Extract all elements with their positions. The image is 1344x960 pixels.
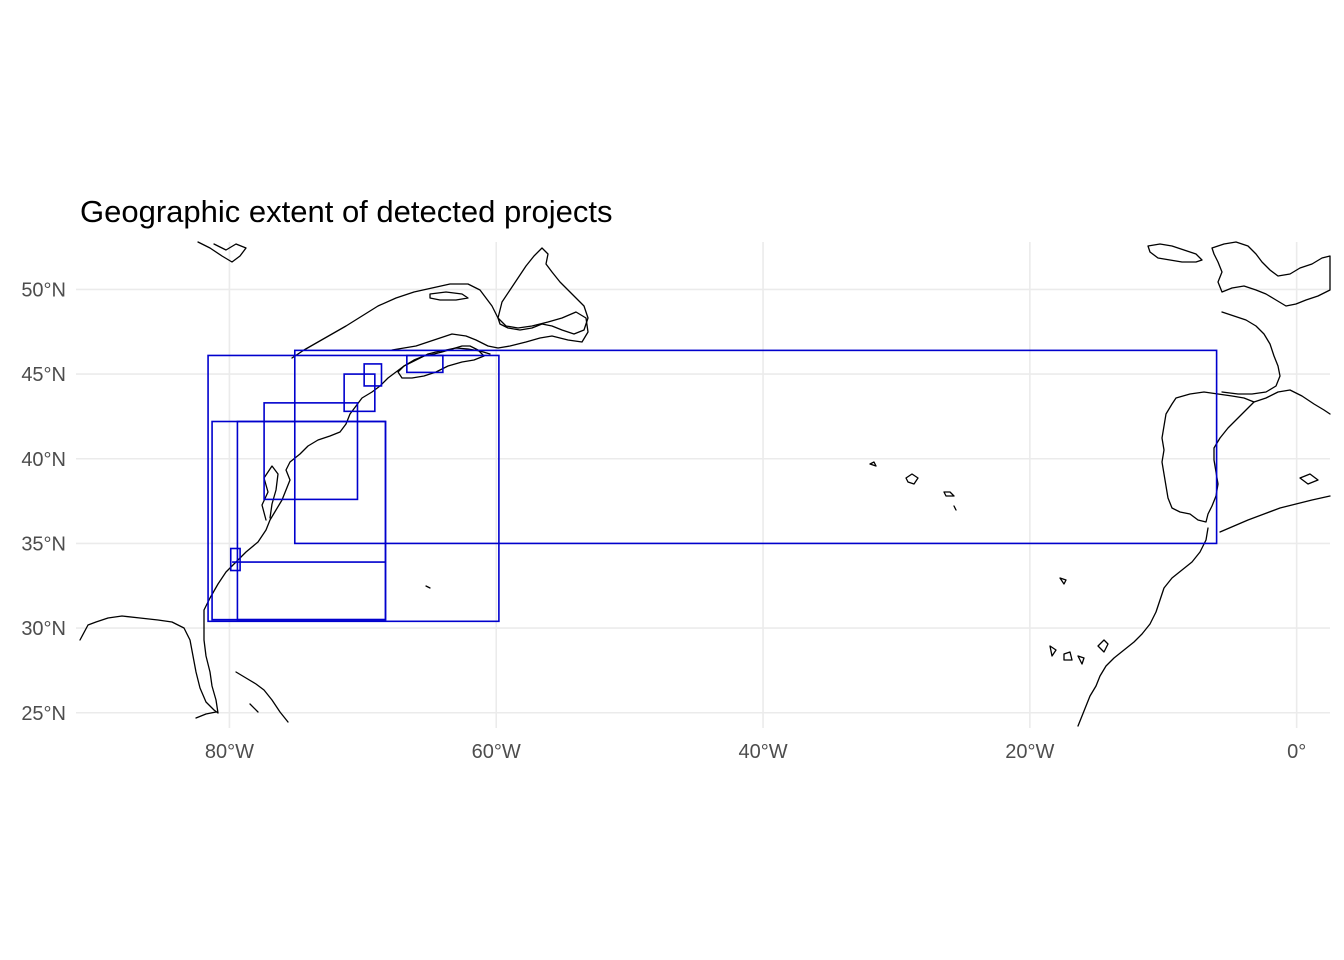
x-tick-label: 20°W xyxy=(1005,741,1054,763)
coastline-caribbean xyxy=(195,671,289,723)
y-tick-label: 45°N xyxy=(21,364,66,386)
coastline-bermuda xyxy=(425,585,431,589)
y-tick-label: 50°N xyxy=(21,279,66,301)
coastline-iberia xyxy=(1161,391,1255,523)
coastline-mediterranean xyxy=(1219,389,1331,533)
plot-title: Geographic extent of detected projects xyxy=(80,194,613,229)
x-tick-label: 60°W xyxy=(472,741,521,763)
x-tick-label: 40°W xyxy=(738,741,787,763)
coastline-british-isles xyxy=(1211,241,1331,307)
project-extent-box xyxy=(229,547,241,572)
y-tick-label: 40°N xyxy=(21,449,66,471)
graticule xyxy=(76,242,1330,728)
coastline-labrador xyxy=(197,241,247,263)
project-extent-box xyxy=(263,402,359,501)
x-tick-label: 0° xyxy=(1287,741,1306,763)
coastline-gulf-st-lawrence xyxy=(291,283,589,359)
coastline-north-america xyxy=(79,347,491,714)
project-extent-box xyxy=(406,354,444,374)
coastline-canary-islands xyxy=(1049,577,1109,665)
coastline-newfoundland xyxy=(497,247,589,335)
project-extent-box xyxy=(207,354,500,623)
x-tick-label: 80°W xyxy=(205,741,254,763)
y-tick-label: 30°N xyxy=(21,618,66,640)
coastline-europe xyxy=(1147,243,1203,263)
y-tick-label: 35°N xyxy=(21,533,66,555)
coastline-anticosti xyxy=(429,291,469,301)
project-extent-box xyxy=(343,373,376,413)
project-extents xyxy=(207,349,1218,623)
coastline-azores xyxy=(869,461,957,511)
project-extent-box xyxy=(363,363,383,387)
y-tick-label: 25°N xyxy=(21,703,66,725)
coastline-france xyxy=(1221,311,1281,395)
coastline-west-africa xyxy=(1077,527,1209,727)
project-extent-box xyxy=(293,349,1218,545)
x-axis-tick-labels: 80°W 60°W 40°W 20°W 0° xyxy=(205,741,1306,763)
project-extent-box xyxy=(236,420,387,621)
y-axis-tick-labels: 25°N 30°N 35°N 40°N 45°N 50°N xyxy=(21,279,66,724)
